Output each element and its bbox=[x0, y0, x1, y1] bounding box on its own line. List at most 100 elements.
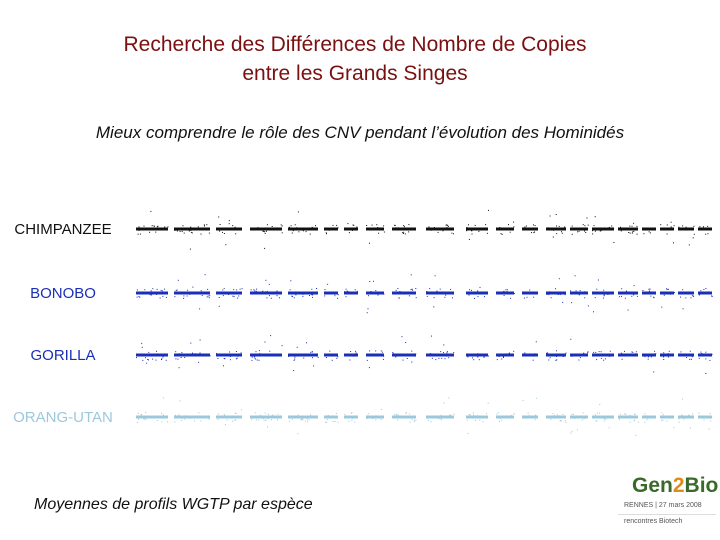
profile-point bbox=[208, 228, 210, 230]
profile-point bbox=[187, 289, 189, 291]
profile-point bbox=[368, 367, 370, 369]
profile-point bbox=[469, 289, 471, 291]
profile-point bbox=[233, 296, 235, 298]
profile-point bbox=[352, 224, 354, 226]
profile-point bbox=[334, 228, 336, 230]
profile-point bbox=[183, 295, 185, 297]
profile-point bbox=[510, 415, 512, 416]
profile-point bbox=[156, 420, 158, 421]
profile-segment bbox=[570, 227, 588, 231]
profile-point bbox=[162, 295, 164, 297]
profile-point bbox=[523, 355, 525, 357]
profile-point bbox=[229, 356, 231, 357]
profile-point bbox=[477, 353, 479, 355]
species-label-gorilla: GORILLA bbox=[30, 347, 96, 364]
profile-point bbox=[153, 225, 155, 227]
profile-point bbox=[466, 419, 468, 421]
profile-point bbox=[256, 288, 258, 290]
profile-point bbox=[161, 359, 162, 360]
profile-segment bbox=[324, 353, 338, 357]
profile-point bbox=[216, 353, 218, 354]
profile-point bbox=[507, 291, 509, 293]
profile-point bbox=[663, 416, 664, 418]
profile-segment bbox=[496, 353, 514, 357]
profile-point bbox=[295, 294, 297, 296]
profile-point bbox=[190, 229, 192, 231]
profile-point bbox=[453, 233, 454, 235]
profile-point bbox=[350, 228, 352, 230]
gen2bio-logo: Gen2Bio RENNES | 27 mars 2008 rencontres… bbox=[618, 474, 718, 536]
profile-point bbox=[178, 367, 180, 369]
profile-point bbox=[326, 419, 328, 420]
profile-point bbox=[178, 353, 180, 355]
profile-point bbox=[161, 290, 163, 292]
profile-point bbox=[372, 418, 374, 419]
profile-point bbox=[682, 225, 684, 227]
profile-point bbox=[467, 356, 469, 358]
profile-point bbox=[411, 418, 413, 420]
profile-point bbox=[689, 350, 691, 352]
profile-point bbox=[345, 296, 347, 298]
profile-point bbox=[643, 415, 645, 417]
profile-point bbox=[223, 414, 225, 416]
profile-point bbox=[293, 370, 295, 372]
profile-point bbox=[428, 227, 430, 229]
profile-point bbox=[603, 420, 605, 422]
profile-point bbox=[235, 233, 237, 235]
profile-point bbox=[526, 354, 528, 356]
profile-point bbox=[224, 415, 225, 417]
profile-point bbox=[557, 353, 558, 355]
profile-point bbox=[586, 354, 587, 355]
profile-point bbox=[367, 415, 369, 417]
profile-point bbox=[634, 419, 636, 421]
profile-segment bbox=[250, 353, 282, 357]
profile-point bbox=[593, 225, 595, 227]
profile-point bbox=[499, 418, 501, 419]
profile-point bbox=[513, 221, 515, 223]
profile-point bbox=[673, 242, 674, 244]
profile-point bbox=[298, 353, 300, 355]
profile-point bbox=[337, 227, 339, 229]
profile-point bbox=[263, 229, 265, 231]
profile-point bbox=[453, 413, 455, 415]
profile-point bbox=[594, 230, 596, 232]
profile-point bbox=[137, 413, 139, 415]
profile-point bbox=[305, 420, 306, 422]
profile-point bbox=[483, 291, 485, 293]
profile-point bbox=[548, 294, 550, 296]
profile-point bbox=[472, 355, 474, 357]
profile-point bbox=[395, 289, 397, 291]
profile-point bbox=[219, 224, 221, 225]
profile-point bbox=[281, 345, 283, 347]
profile-point bbox=[446, 352, 448, 354]
profile-point bbox=[499, 420, 500, 422]
profile-point bbox=[690, 358, 692, 360]
profile-point bbox=[138, 416, 140, 418]
profile-point bbox=[175, 358, 177, 360]
profile-point bbox=[587, 224, 589, 226]
profile-point bbox=[138, 226, 140, 228]
profile-point bbox=[143, 225, 145, 227]
profile-point bbox=[559, 420, 561, 421]
profile-point bbox=[649, 288, 651, 290]
profile-point bbox=[375, 350, 377, 352]
profile-point bbox=[190, 226, 192, 228]
profile-point bbox=[302, 293, 304, 295]
profile-segment bbox=[174, 291, 210, 295]
profile-segment bbox=[496, 227, 514, 231]
profile-point bbox=[316, 228, 318, 230]
profile-point bbox=[534, 231, 535, 233]
profile-point bbox=[596, 288, 598, 290]
profile-point bbox=[609, 355, 611, 357]
profile-point bbox=[655, 353, 657, 355]
profile-point bbox=[620, 226, 621, 228]
profile-point bbox=[532, 359, 534, 361]
profile-point bbox=[471, 230, 472, 232]
profile-point bbox=[637, 421, 639, 423]
profile-point bbox=[692, 413, 693, 415]
profile-point bbox=[288, 292, 290, 294]
profile-point bbox=[167, 226, 169, 228]
profile-point bbox=[451, 232, 453, 234]
profile-point bbox=[629, 225, 631, 227]
profile-point bbox=[632, 231, 634, 233]
